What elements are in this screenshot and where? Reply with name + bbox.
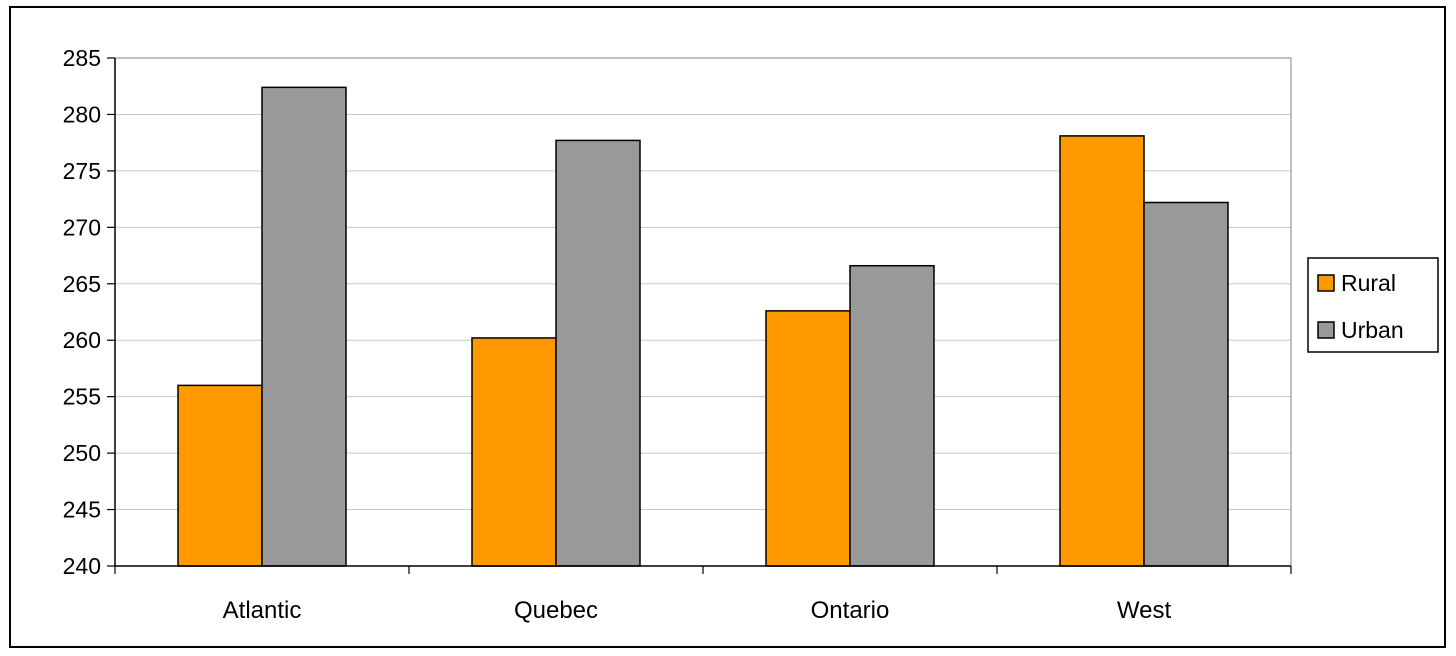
bars [177, 86, 1229, 567]
bar-urban-ontario [849, 264, 935, 567]
bar-urban-west [1143, 201, 1229, 567]
y-tick-label: 250 [63, 440, 101, 466]
x-category-label: Atlantic [223, 597, 302, 624]
bar-rural-ontario [765, 310, 851, 567]
bar-rural-quebec [471, 337, 557, 567]
legend-label-rural: Rural [1341, 270, 1396, 296]
legend-swatch-rural [1317, 274, 1335, 292]
y-tick-label: 260 [63, 327, 101, 353]
y-tick-label: 255 [63, 384, 101, 410]
x-category-label: Quebec [514, 597, 598, 624]
bar-urban-atlantic [261, 86, 347, 567]
legend-label-urban: Urban [1341, 317, 1404, 343]
bar-rural-west [1059, 135, 1145, 567]
x-axis-categories: Atlantic Quebec Ontario West [223, 597, 1172, 624]
legend: Rural Urban [1307, 257, 1439, 353]
x-category-label: Ontario [811, 597, 890, 624]
y-axis-ticks: 240 245 250 255 260 265 270 275 280 285 [63, 45, 101, 579]
y-tick-label: 285 [63, 45, 101, 71]
y-tick-label: 240 [63, 553, 101, 579]
y-tick-label: 280 [63, 101, 101, 127]
bar-rural-atlantic [177, 384, 263, 567]
x-category-label: West [1117, 597, 1172, 624]
legend-swatch-urban [1317, 321, 1335, 339]
y-tick-label: 245 [63, 497, 101, 523]
bar-urban-quebec [555, 139, 641, 567]
y-tick-label: 270 [63, 214, 101, 240]
y-tick-label: 265 [63, 271, 101, 297]
y-tick-label: 275 [63, 158, 101, 184]
axes [107, 57, 1292, 574]
